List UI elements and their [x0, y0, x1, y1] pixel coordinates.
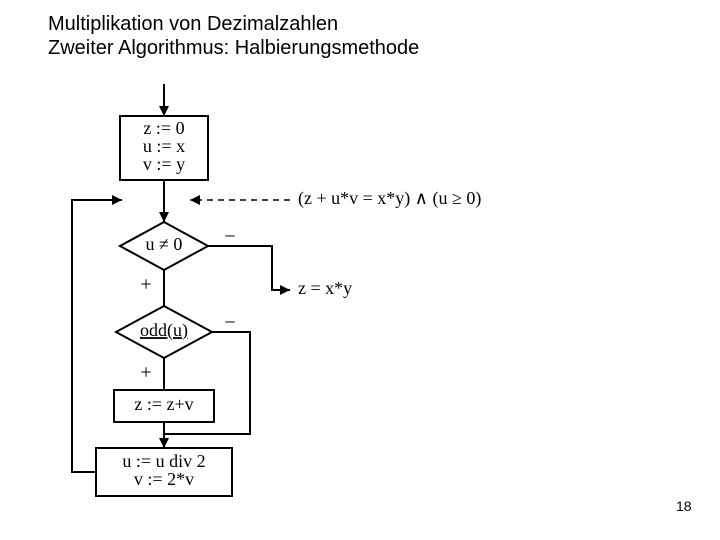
node-init-line0: z := 0: [143, 118, 184, 138]
node-cond_u-label: u ≠ 0: [146, 234, 183, 254]
node-init-line1: u := x: [143, 136, 185, 156]
title-line2: Zweiter Algorithmus: Halbierungsmethode: [48, 36, 419, 60]
node-odd_u-label: odd(u): [140, 320, 188, 341]
node-update-line0: u := u div 2: [122, 451, 205, 471]
flowchart: z := 0u := xv := y u ≠ 0 odd(u) z := z+v u :…: [54, 80, 574, 510]
sign-cond_u_minus: −: [224, 226, 235, 248]
sign-odd_u_plus: +: [140, 362, 151, 384]
sign-odd_u_minus: −: [224, 312, 235, 334]
node-init-line2: v := y: [143, 154, 185, 174]
annotation-invariant: (z + u*v = x*y) ∧ (u ≥ 0): [298, 188, 481, 209]
annotation-result: z = x*y: [298, 278, 352, 298]
title-line1: Multiplikation von Dezimalzahlen: [48, 12, 338, 36]
node-add-line0: z := z+v: [134, 394, 193, 414]
sign-cond_u_plus: +: [140, 274, 151, 296]
node-update-line1: v := 2*v: [134, 469, 194, 489]
page-number: 18: [676, 498, 692, 514]
